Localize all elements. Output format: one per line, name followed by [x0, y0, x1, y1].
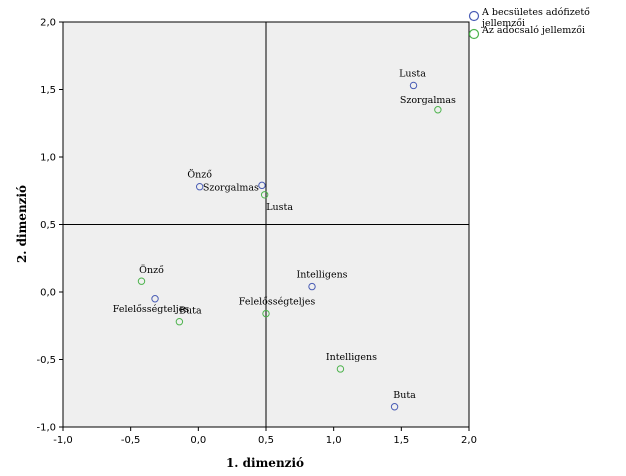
data-point-label: Önző [139, 264, 164, 276]
reference-lines [63, 22, 469, 427]
data-point-label: Szorgalmas [400, 95, 456, 106]
x-tick-label: 1,5 [393, 435, 409, 446]
legend-label: A becsületes adófizető jellemzői [481, 7, 590, 29]
data-point-label: Önző [187, 169, 212, 181]
data-point-marker [151, 295, 159, 303]
data-point-marker [308, 282, 316, 291]
y-tick-label: 1,5 [40, 85, 56, 96]
data-point-label: Lusta [399, 68, 426, 79]
y-tick-label: 2,0 [40, 18, 56, 29]
x-axis-ticks: -1,0 -0,5 0,0 0,5 1,0 1,5 2,0 [53, 427, 477, 446]
data-point-label: Felelősségteljes [239, 297, 316, 308]
y-axis-title: 2. dimenzió [15, 185, 29, 263]
y-tick-label: 1,0 [40, 153, 56, 164]
x-tick-label: 0,5 [258, 435, 274, 446]
y-tick-label: -0,5 [36, 355, 56, 366]
data-point-marker [175, 318, 184, 326]
legend-marker [468, 28, 480, 40]
data-point-label: Szorgalmas [203, 182, 259, 193]
x-tick-label: 2,0 [461, 435, 477, 446]
data-point-label: Intelligens [296, 270, 347, 281]
x-tick-label: -1,0 [53, 435, 73, 446]
data-point-label: Lusta [266, 202, 293, 213]
data-point-marker [434, 106, 442, 114]
data-point-marker [336, 365, 345, 373]
data-points: LustaÖnzőSzorgalmasFelelősségteljesIntel… [113, 68, 456, 411]
legend-label: Az adócsaló jellemzői [481, 25, 585, 36]
data-point-marker [137, 277, 146, 285]
data-point-marker [409, 81, 418, 90]
data-point-label: Buta [179, 306, 202, 317]
x-tick-label: 0,0 [190, 435, 206, 446]
data-point-label: Buta [393, 390, 416, 401]
data-point-label: Felelősségteljes [113, 304, 190, 315]
legend-marker [468, 10, 480, 22]
data-point-marker [390, 403, 399, 411]
data-point-label: Intelligens [326, 352, 377, 363]
y-tick-label: 0,0 [40, 288, 56, 299]
data-point-marker [260, 191, 269, 199]
x-tick-label: -0,5 [121, 435, 141, 446]
y-tick-label: -1,0 [36, 423, 56, 434]
y-tick-label: 0,5 [40, 220, 56, 231]
x-tick-label: 1,0 [326, 435, 342, 446]
data-point-marker [258, 181, 266, 190]
x-axis-title: 1. dimenzió [226, 456, 304, 470]
data-point-marker [195, 183, 204, 191]
data-point-marker [262, 309, 270, 318]
y-axis-ticks: 2,0 1,5 1,0 0,5 0,0 -0,5 -1,0 [36, 18, 63, 434]
